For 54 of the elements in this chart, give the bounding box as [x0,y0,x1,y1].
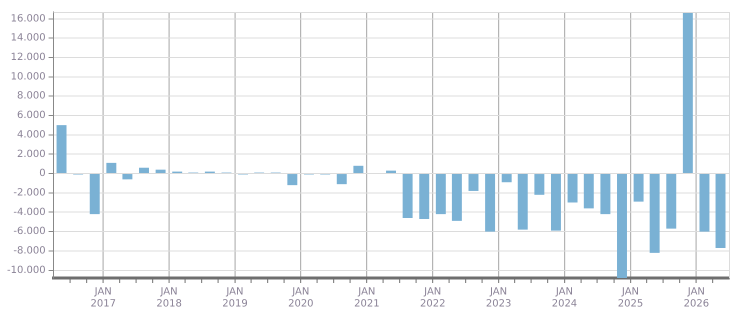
bar [485,174,496,232]
bar [568,174,578,203]
bar [436,174,446,214]
x-tick-label: JAN 2026 [684,286,710,310]
x-tick-label: JAN 2021 [354,286,380,310]
bar [600,174,610,214]
y-tick-label: 0 [39,168,46,180]
bar [550,174,561,231]
bar [634,174,644,202]
y-tick-label: 16.000 [10,13,46,24]
y-tick-label: -4.000 [13,206,46,218]
bar [518,174,528,230]
bar [666,174,676,229]
bar [682,12,693,174]
y-tick-label: 8.000 [16,90,46,102]
bar [122,174,132,180]
y-tick-label: 14.000 [10,32,46,44]
x-tick-label: JAN 2023 [486,286,512,310]
bar [716,174,726,248]
y-tick-label: -10.000 [6,264,46,276]
bar [402,174,413,218]
bar [139,168,149,174]
bar [336,174,347,184]
bar [584,174,594,208]
x-tick-label: JAN 2025 [618,286,644,310]
y-tick-label: -2.000 [13,187,46,198]
bar [386,170,396,174]
x-tick-label: JAN 2017 [90,286,116,310]
y-tick-label: -6.000 [13,226,46,238]
bar [452,174,462,221]
y-tick-label: 12.000 [10,52,46,64]
bar [353,166,364,174]
bar [650,174,660,253]
y-tick-label: 10.000 [10,71,46,82]
x-tick-label: JAN 2022 [420,286,446,310]
bar [699,174,710,232]
y-tick-label: 2.000 [16,148,46,160]
y-tick-label: 4.000 [16,129,46,140]
bar [468,174,478,191]
bar [617,174,627,278]
y-tick-label: 6.000 [16,110,46,122]
bar [419,174,430,219]
bar [287,174,298,186]
x-tick-label: JAN 2024 [552,286,578,310]
x-tick-label: JAN 2020 [288,286,314,310]
bar [106,162,116,174]
bar [534,174,544,195]
bar [90,174,100,214]
x-tick-label: JAN 2019 [222,286,248,310]
bar [156,170,166,174]
bar [502,174,512,182]
y-tick-label: -8.000 [13,246,46,257]
bar [56,125,67,174]
x-tick-label: JAN 2018 [156,286,182,310]
